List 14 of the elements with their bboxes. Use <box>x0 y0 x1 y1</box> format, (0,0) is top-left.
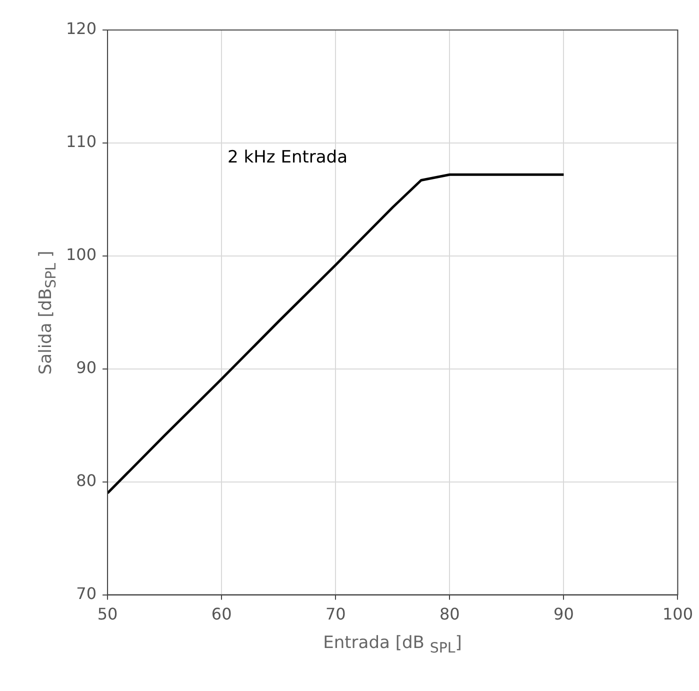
y-tick-label: 70 <box>76 584 97 603</box>
y-tick-label: 100 <box>66 245 97 264</box>
x-tick-label: 100 <box>662 604 694 624</box>
x-tick-label: 50 <box>97 604 118 624</box>
y-tick-label: 110 <box>66 132 97 152</box>
y-tick-label: 80 <box>76 470 97 490</box>
y-tick-label: 90 <box>76 358 97 378</box>
x-tick-label: 80 <box>439 604 460 624</box>
x-tick-label: 70 <box>325 604 346 624</box>
y-tick-label: 120 <box>66 19 97 38</box>
x-axis-title: Entrada [dB $_{SPL}$] <box>323 632 462 656</box>
x-tick-label: 90 <box>554 604 574 624</box>
annotation: 2 kHz Entrada <box>228 147 348 168</box>
x-tick-label: 60 <box>211 604 232 624</box>
